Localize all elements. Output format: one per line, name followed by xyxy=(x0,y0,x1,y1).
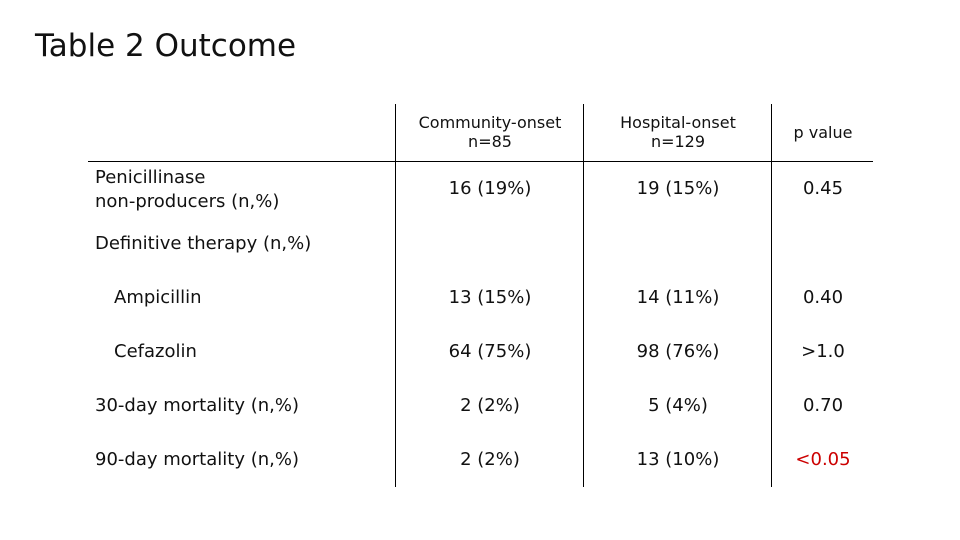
cell-hospital: 19 (15%) xyxy=(636,178,720,199)
cell-community: 64 (75%) xyxy=(448,341,532,362)
cell-p-value: 0.40 xyxy=(802,287,844,308)
slide-title: Table 2 Outcome xyxy=(35,28,297,64)
cell-hospital: 98 (76%) xyxy=(636,341,720,362)
row-label-penicillinase: Penicillinase non-producers (n,%) xyxy=(95,166,279,214)
cell-p-value: >1.0 xyxy=(801,341,845,362)
cell-p-value: 0.45 xyxy=(802,178,844,199)
row-label-30-day-mortality: 30-day mortality (n,%) xyxy=(95,395,299,416)
column-divider xyxy=(395,104,396,487)
row-label-line: non-producers (n,%) xyxy=(95,191,280,212)
column-divider xyxy=(583,104,584,487)
cell-community: 13 (15%) xyxy=(448,287,532,308)
column-divider xyxy=(771,104,772,487)
cell-community: 16 (19%) xyxy=(448,178,532,199)
cell-hospital: 14 (11%) xyxy=(636,287,720,308)
cell-hospital: 5 (4%) xyxy=(648,395,708,416)
cell-p-value-significant: <0.05 xyxy=(795,449,851,470)
cell-p-value: 0.70 xyxy=(802,395,844,416)
row-label-90-day-mortality: 90-day mortality (n,%) xyxy=(95,449,299,470)
header-hospital-n: n=129 xyxy=(650,132,706,151)
row-label-line: Penicillinase xyxy=(95,167,206,188)
row-label-cefazolin: Cefazolin xyxy=(114,341,197,362)
row-label-definitive-therapy: Definitive therapy (n,%) xyxy=(95,233,312,254)
header-rule xyxy=(88,161,873,162)
cell-hospital: 13 (10%) xyxy=(636,449,720,470)
header-hospital-label: Hospital-onset xyxy=(620,113,736,132)
cell-community: 2 (2%) xyxy=(460,395,520,416)
header-community-n: n=85 xyxy=(468,132,512,151)
header-hospital-onset: Hospital-onset n=129 xyxy=(584,113,772,151)
header-p-value: p value xyxy=(793,123,853,142)
row-label-ampicillin: Ampicillin xyxy=(114,287,202,308)
header-community-label: Community-onset xyxy=(418,113,562,132)
header-community-onset: Community-onset n=85 xyxy=(396,113,584,151)
cell-community: 2 (2%) xyxy=(460,449,520,470)
